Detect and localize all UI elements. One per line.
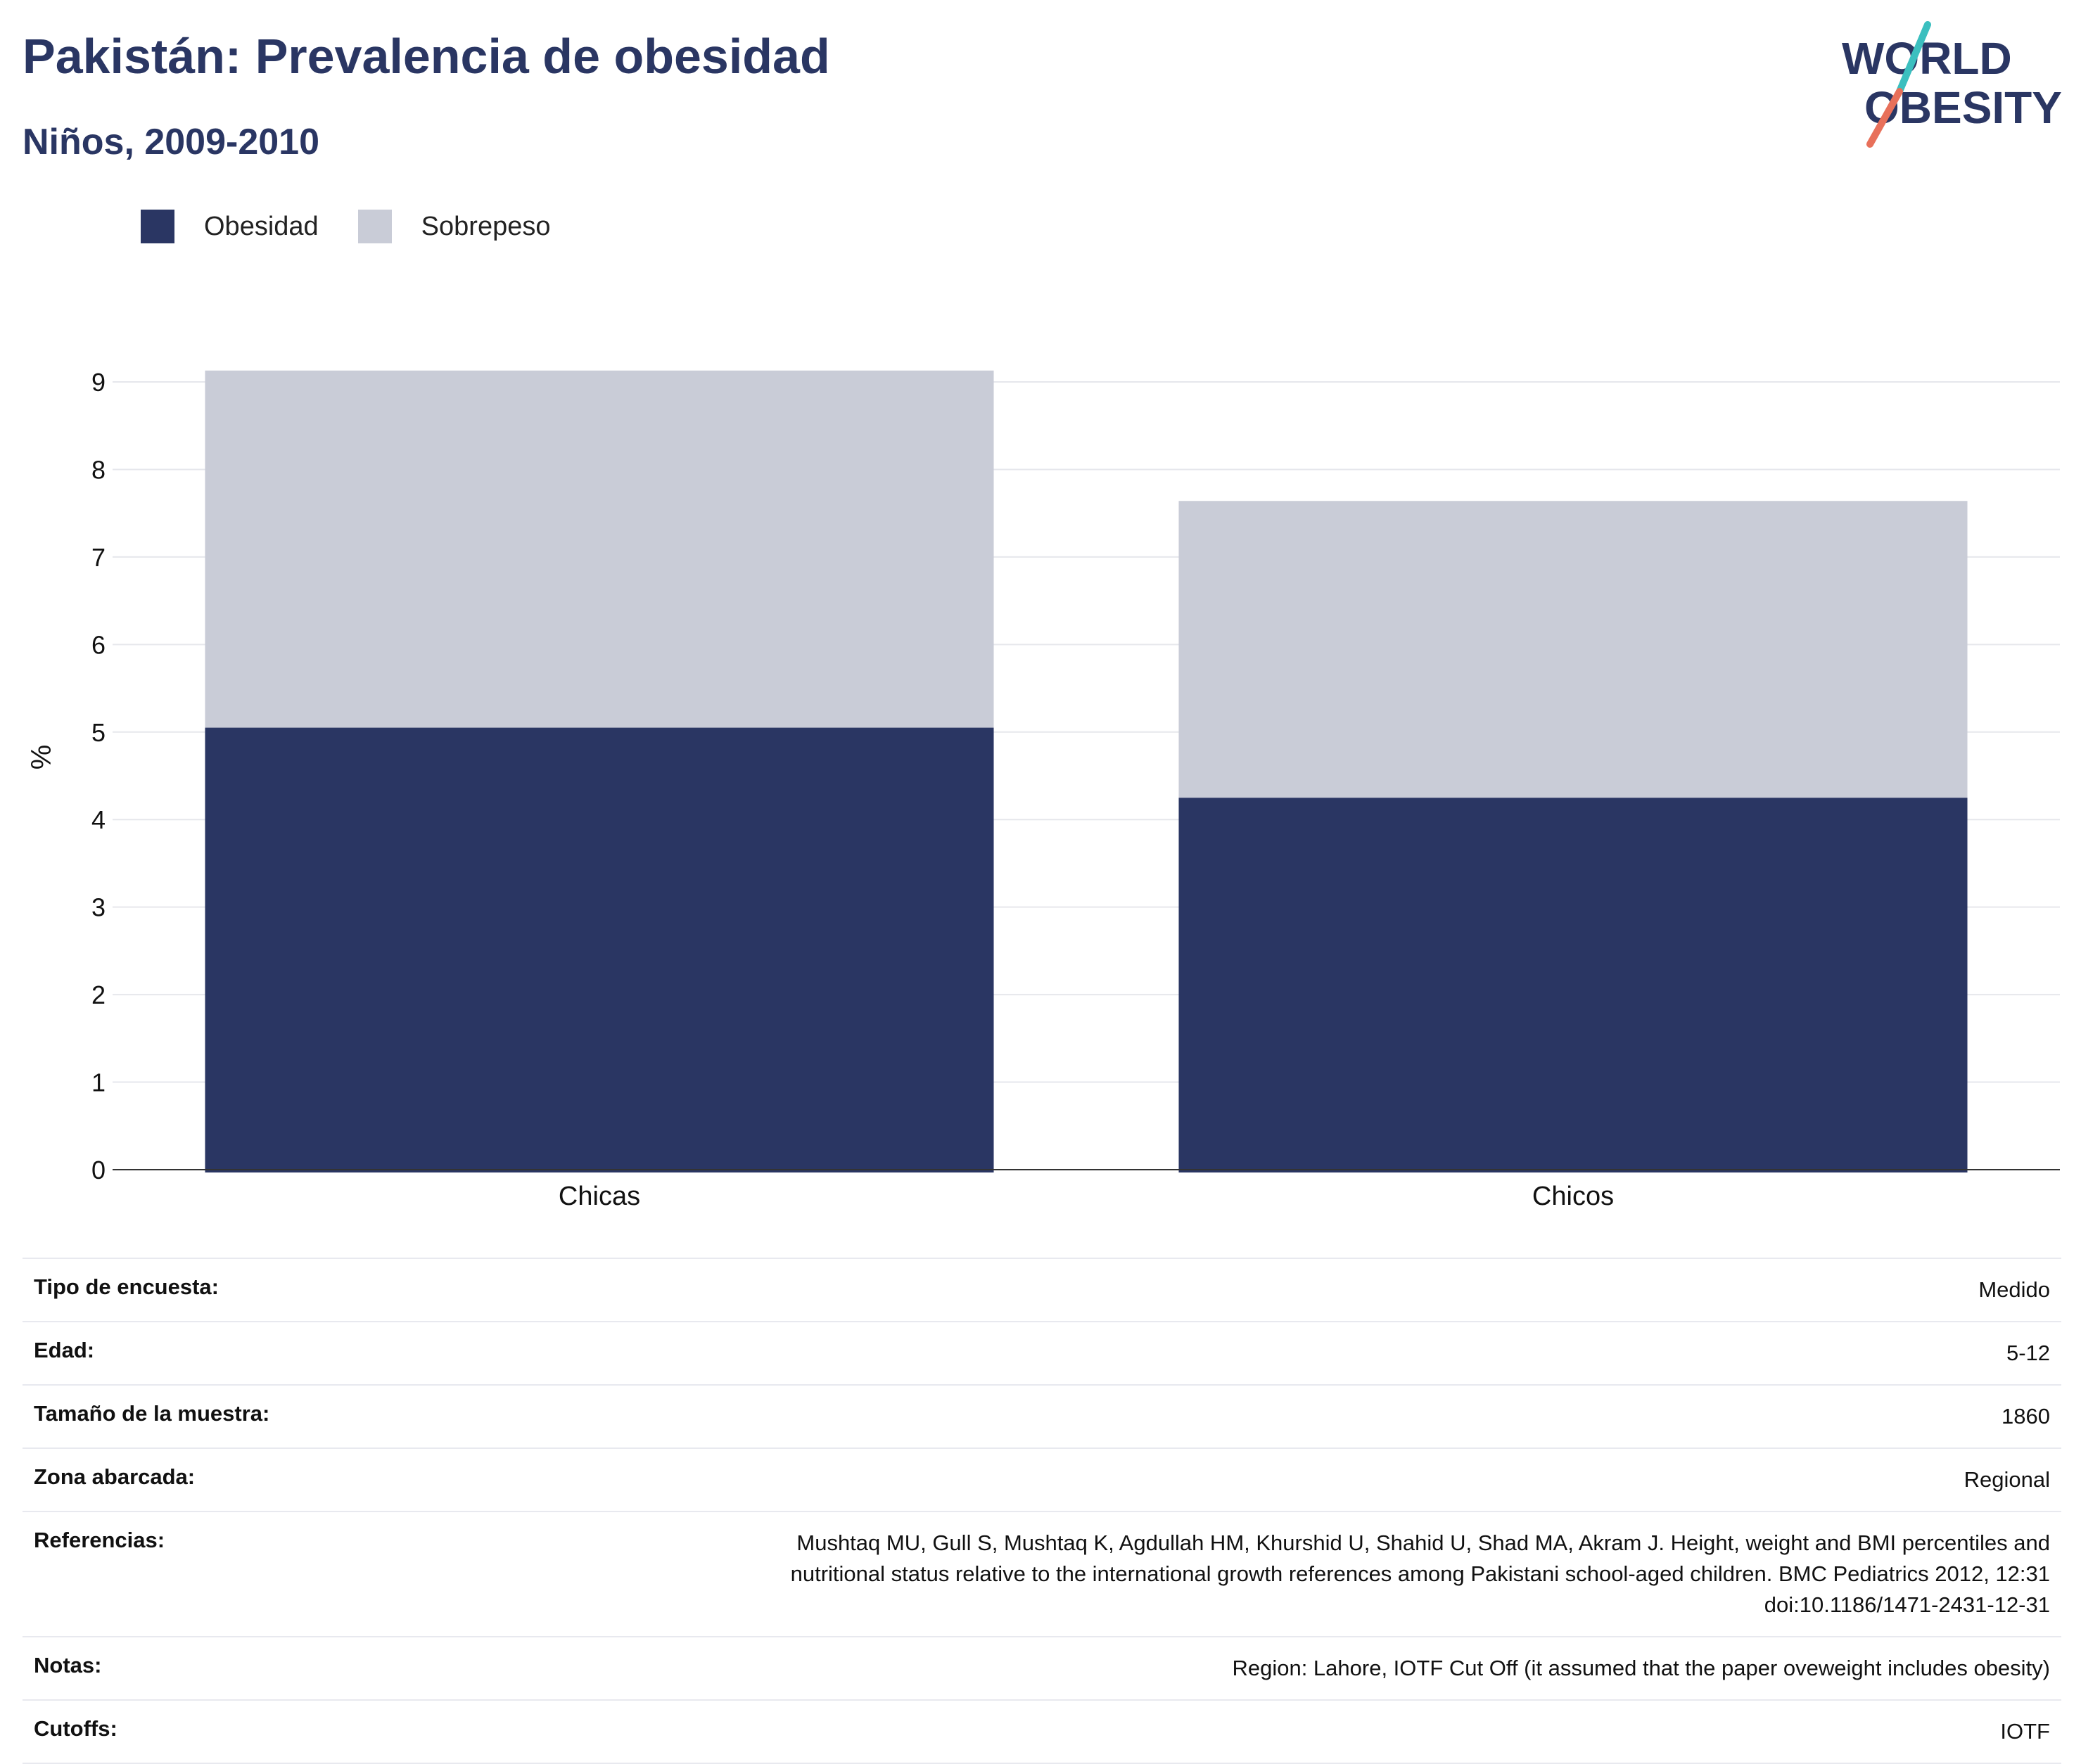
row-label: Notas: — [23, 1636, 467, 1701]
chart-subtitle: Niños, 2009-2010 — [23, 122, 320, 162]
row-value: 1860 — [467, 1384, 2061, 1449]
y-tick-label: 1 — [91, 1068, 106, 1097]
row-value: 5-12 — [467, 1321, 2061, 1386]
row-value: IOTF — [467, 1699, 2061, 1764]
legend-item-obesidad[interactable]: Obesidad — [141, 210, 319, 243]
row-value: Region: Lahore, IOTF Cut Off (it assumed… — [467, 1636, 2061, 1701]
legend-label-sobrepeso: Sobrepeso — [421, 211, 551, 241]
legend-swatch-sobrepeso — [357, 210, 392, 243]
y-tick-label: 8 — [91, 455, 106, 484]
table-row-muestra: Tamaño de la muestra: 1860 — [23, 1384, 2061, 1449]
y-tick-label: 3 — [91, 893, 106, 922]
survey-details-table: Tipo de encuesta: Medido Edad: 5-12 Tama… — [23, 1258, 2061, 1764]
x-tick-label: Chicas — [559, 1182, 640, 1211]
logo-slash-top — [1896, 21, 1931, 95]
stacked-bar-chart: 0 1 2 3 4 5 6 7 8 9% Chicas Chicos — [26, 368, 2060, 1211]
table-row-cutoffs: Cutoffs: IOTF — [23, 1699, 2061, 1764]
table-row-tipo: Tipo de encuesta: Medido — [23, 1258, 2061, 1322]
world-obesity-logo: WORLD OBESITY — [1842, 21, 2062, 148]
legend-item-sobrepeso[interactable]: Sobrepeso — [357, 210, 551, 243]
row-label: Cutoffs: — [23, 1699, 467, 1764]
legend-swatch-obesidad — [141, 210, 174, 243]
bar-sobrepeso-chicos — [1178, 501, 1968, 798]
y-tick-label: 4 — [91, 805, 106, 834]
y-tick-label: 2 — [91, 980, 106, 1009]
table-row-edad: Edad: 5-12 — [23, 1321, 2061, 1386]
bar-obesidad-chicas — [205, 727, 994, 1172]
chart-legend: Obesidad Sobrepeso — [141, 210, 590, 243]
reference-line: nutritional status relative to the inter… — [790, 1561, 2050, 1586]
bar-obesidad-chicos — [1178, 798, 1968, 1172]
chart-title: Pakistán: Prevalencia de obesidad — [23, 29, 830, 84]
table-row-notas: Notas: Region: Lahore, IOTF Cut Off (it … — [23, 1636, 2061, 1701]
row-label: Tipo de encuesta: — [23, 1258, 467, 1322]
logo-line-world: WORLD — [1842, 33, 2012, 84]
row-value: Mushtaq MU, Gull S, Mushtaq K, Agdullah … — [467, 1511, 2061, 1637]
bar-sobrepeso-chicas — [205, 370, 994, 728]
row-label: Referencias: — [23, 1511, 467, 1637]
row-label: Tamaño de la muestra: — [23, 1384, 467, 1449]
y-tick-label: 6 — [91, 630, 106, 659]
y-tick-label: 9 — [91, 368, 106, 397]
row-value: Medido — [467, 1258, 2061, 1322]
row-value: Regional — [467, 1447, 2061, 1512]
y-tick-label: 7 — [91, 543, 106, 572]
table-row-zona: Zona abarcada: Regional — [23, 1447, 2061, 1512]
y-tick-label: 0 — [91, 1156, 106, 1184]
legend-label-obesidad: Obesidad — [204, 211, 319, 241]
row-label: Zona abarcada: — [23, 1447, 467, 1512]
logo-slash-bottom — [1866, 88, 1903, 148]
reference-line: Mushtaq MU, Gull S, Mushtaq K, Agdullah … — [796, 1530, 2050, 1555]
y-axis-label: % — [26, 745, 57, 770]
table-row-referencias: Referencias: Mushtaq MU, Gull S, Mushtaq… — [23, 1511, 2061, 1637]
x-tick-label: Chicos — [1532, 1182, 1614, 1211]
y-tick-label: 5 — [91, 718, 106, 747]
row-label: Edad: — [23, 1321, 467, 1386]
reference-line[interactable]: doi:10.1186/1471-2431-12-31 — [1764, 1592, 2050, 1617]
